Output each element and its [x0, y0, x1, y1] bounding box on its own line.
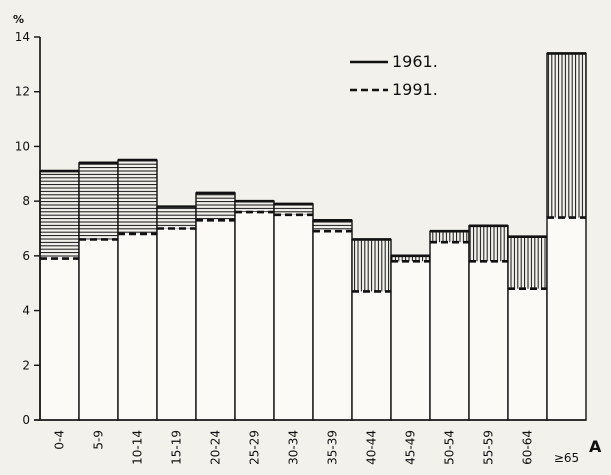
- x-tick-label-50-54: 50-54: [443, 430, 457, 465]
- bar-group-35-39: [312, 218, 353, 421]
- y-tick-label-8: 8: [22, 194, 30, 208]
- x-tick-label-5-9: 5-9: [92, 430, 106, 450]
- x-tick-label-55-59: 55-59: [482, 430, 496, 465]
- x-tick-label-10-14: 10-14: [131, 430, 145, 465]
- bar-base-5-9: [79, 239, 118, 420]
- bar-diff-hatch-≥65: [547, 53, 586, 218]
- bar-diff-hatch-25-29: [235, 201, 274, 213]
- bar-base-40-44: [352, 291, 391, 420]
- y-tick-label-0: 0: [22, 413, 30, 427]
- y-tick-label-6: 6: [22, 249, 30, 263]
- bar-base-30-34: [274, 214, 313, 420]
- bar-diff-hatch-35-39: [313, 220, 352, 232]
- bar-group-55-59: [468, 224, 509, 421]
- bars-layer: [39, 52, 587, 421]
- y-axis: 0 2 4 6 8 10 12 14: [15, 30, 41, 427]
- x-tick-label-25-29: 25-29: [248, 430, 262, 465]
- bar-base-0-4: [40, 258, 79, 420]
- x-tick-label-35-39: 35-39: [326, 430, 340, 465]
- legend-label-1961: 1961.: [392, 52, 438, 71]
- bar-diff-hatch-15-19: [157, 206, 196, 229]
- bar-group-60-64: [507, 235, 548, 421]
- y-tick-label-4: 4: [22, 304, 30, 318]
- legend: 1961. 1991.: [350, 52, 438, 99]
- bar-group-15-19: [156, 205, 197, 421]
- bar-base-10-14: [118, 233, 157, 420]
- bar-diff-hatch-20-24: [196, 192, 235, 221]
- y-tick-label-10: 10: [15, 139, 30, 153]
- bar-group-0-4: [39, 169, 80, 421]
- bar-group-30-34: [273, 202, 314, 421]
- bar-group-20-24: [195, 191, 236, 421]
- bar-group-45-49: [390, 254, 431, 421]
- y-tick-label-14: 14: [15, 30, 30, 44]
- bar-group-40-44: [351, 238, 392, 421]
- bar-group-5-9: [78, 161, 119, 421]
- bar-group-≥65: [546, 52, 587, 421]
- bar-base-45-49: [391, 261, 430, 420]
- bar-diff-hatch-50-54: [430, 231, 469, 243]
- bar-diff-hatch-45-49: [391, 255, 430, 262]
- x-tick-label-≥65: ≥65: [554, 451, 579, 465]
- bar-diff-hatch-30-34: [274, 203, 313, 215]
- x-tick-label-45-49: 45-49: [404, 430, 418, 465]
- bar-base-55-59: [469, 261, 508, 420]
- bar-diff-hatch-10-14: [118, 160, 157, 234]
- legend-label-1991: 1991.: [392, 80, 438, 99]
- bar-base-25-29: [235, 212, 274, 420]
- bar-group-50-54: [429, 229, 470, 421]
- bar-base-50-54: [430, 242, 469, 420]
- x-tick-label-40-44: 40-44: [365, 430, 379, 465]
- x-tick-label-15-19: 15-19: [170, 430, 184, 465]
- x-axis: 0-4 5-9 10-14 15-19 20-24 25-29 30-34 35-39 40-4…: [34, 419, 586, 465]
- y-tick-label-2: 2: [22, 358, 30, 372]
- bar-diff-hatch-60-64: [508, 236, 547, 289]
- bar-diff-hatch-55-59: [469, 225, 508, 262]
- x-tick-label-20-24: 20-24: [209, 430, 223, 465]
- bar-base-35-39: [313, 231, 352, 420]
- bar-base-60-64: [508, 288, 547, 420]
- x-axis-label: A: [589, 437, 602, 456]
- x-tick-label-60-64: 60-64: [521, 430, 535, 465]
- bar-base-15-19: [157, 228, 196, 420]
- x-tick-label-30-34: 30-34: [287, 430, 301, 465]
- x-tick-label-0-4: 0-4: [53, 430, 67, 450]
- bar-base-20-24: [196, 220, 235, 420]
- bar-diff-hatch-0-4: [40, 171, 79, 259]
- bar-base-≥65: [547, 217, 586, 420]
- bar-group-25-29: [234, 199, 275, 421]
- y-axis-unit-label: %: [13, 13, 24, 26]
- bar-diff-hatch-5-9: [79, 162, 118, 240]
- y-tick-label-12: 12: [15, 85, 30, 99]
- bar-group-10-14: [117, 158, 158, 421]
- bar-diff-hatch-40-44: [352, 239, 391, 292]
